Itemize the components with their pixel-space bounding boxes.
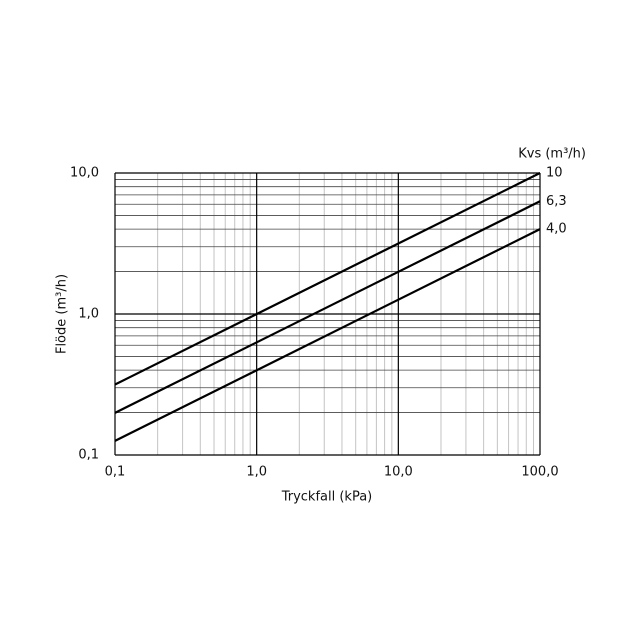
series-label: 10 bbox=[546, 166, 563, 181]
x-tick-label: 1,0 bbox=[246, 465, 267, 480]
series-line bbox=[114, 228, 541, 442]
series-line bbox=[114, 172, 541, 386]
x-tick-label: 100,0 bbox=[521, 465, 558, 480]
legend-title: Kvs (m³/h) bbox=[518, 147, 586, 162]
x-tick-label: 10,0 bbox=[384, 465, 413, 480]
series-line bbox=[114, 200, 541, 414]
series-label: 4,0 bbox=[546, 222, 567, 237]
y-tick-label: 10,0 bbox=[70, 166, 99, 181]
x-axis-title: Tryckfall (kPa) bbox=[281, 490, 373, 505]
y-tick-label: 1,0 bbox=[78, 307, 99, 322]
y-axis-title: Flöde (m³/h) bbox=[55, 274, 70, 354]
series-label: 6,3 bbox=[546, 194, 567, 209]
y-tick-label: 0,1 bbox=[78, 448, 99, 463]
x-tick-label: 0,1 bbox=[105, 465, 126, 480]
